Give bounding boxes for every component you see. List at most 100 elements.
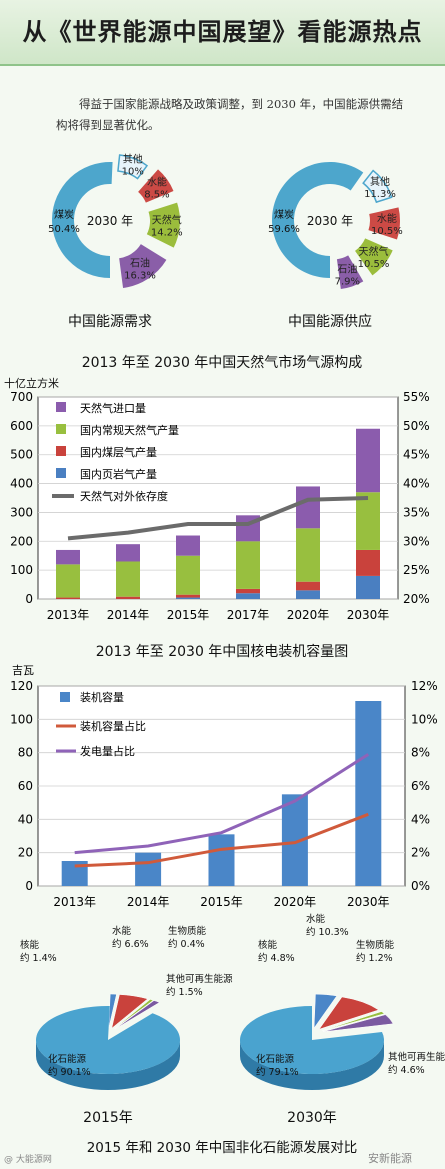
bar-segment bbox=[296, 486, 320, 529]
slice-value: 7.9% bbox=[335, 276, 360, 287]
pie-year-label: 2030年 bbox=[287, 1110, 337, 1126]
pie-slice bbox=[108, 993, 117, 1029]
y-tick-label: 0 bbox=[25, 879, 33, 893]
y-tick-label: 200 bbox=[10, 534, 33, 548]
y2-tick-label: 2% bbox=[411, 846, 430, 860]
donut-title: 中国能源供应 bbox=[288, 313, 372, 330]
chart-title: 2013 年至 2030 年中国天然气市场气源构成 bbox=[82, 354, 363, 371]
slice-label: 生物质能 bbox=[168, 925, 207, 937]
x-tick-label: 2014年 bbox=[107, 608, 150, 622]
y2-tick-label: 50% bbox=[403, 419, 430, 433]
donut-slice bbox=[117, 154, 149, 180]
legend-swatch bbox=[56, 424, 66, 434]
slice-label: 煤炭 bbox=[274, 208, 294, 221]
slice-value: 约 1.4% bbox=[20, 952, 57, 964]
capacity-bar bbox=[208, 834, 235, 886]
donut-slice bbox=[336, 255, 364, 290]
bar-segment bbox=[116, 596, 140, 599]
bar-segment bbox=[236, 588, 260, 594]
slice-value: 约 6.6% bbox=[112, 938, 149, 950]
y2-tick-label: 20% bbox=[403, 592, 430, 606]
y2-tick-label: 35% bbox=[403, 505, 430, 519]
pie-year-label: 2015年 bbox=[83, 1110, 133, 1126]
slice-label: 天然气 bbox=[152, 213, 182, 226]
capacity-bar bbox=[135, 852, 162, 886]
legend-label: 天然气进口量 bbox=[80, 401, 146, 415]
pie-slice bbox=[313, 993, 338, 1029]
donut-slice bbox=[368, 207, 400, 240]
slice-label: 煤炭 bbox=[54, 208, 74, 221]
slice-label: 石油 bbox=[130, 256, 150, 269]
bar-segment bbox=[56, 549, 80, 565]
y-tick-label: 20 bbox=[18, 846, 33, 860]
bar-segment bbox=[176, 555, 200, 595]
slice-label: 天然气 bbox=[359, 245, 389, 258]
x-tick-label: 2020年 bbox=[274, 895, 317, 909]
pie-slice bbox=[322, 1011, 385, 1032]
slice-label: 其他 bbox=[123, 152, 143, 165]
bar-segment bbox=[356, 492, 380, 550]
slice-value: 14.2% bbox=[151, 227, 183, 238]
slice-label: 化石能源 bbox=[256, 1053, 295, 1065]
x-tick-label: 2015年 bbox=[167, 608, 210, 622]
y2-tick-label: 10% bbox=[411, 712, 438, 726]
dependency-line bbox=[67, 496, 369, 541]
bar-segment bbox=[236, 541, 260, 589]
slice-label: 水能 bbox=[306, 913, 326, 925]
y-tick-label: 80 bbox=[18, 746, 33, 760]
slice-label: 水能 bbox=[147, 176, 167, 189]
y2-tick-label: 6% bbox=[411, 779, 430, 793]
legend-label: 国内常规天然气产量 bbox=[80, 423, 179, 437]
bar-segment bbox=[116, 544, 140, 562]
x-tick-label: 2030年 bbox=[347, 608, 390, 622]
y2-tick-label: 40% bbox=[403, 477, 430, 491]
slice-value: 约 1.2% bbox=[356, 952, 393, 964]
y2-tick-label: 0% bbox=[411, 879, 430, 893]
legend-swatch bbox=[56, 446, 66, 456]
slice-label: 核能 bbox=[258, 939, 278, 951]
slice-value: 约 79.1% bbox=[256, 1066, 299, 1078]
bar-segment bbox=[116, 561, 140, 597]
watermark-left: @ 大能源网 bbox=[4, 1153, 52, 1165]
slice-label: 水能 bbox=[112, 925, 132, 937]
slice-label: 石油 bbox=[337, 262, 357, 275]
slice-label: 其他可再生能源 bbox=[166, 973, 233, 985]
legend-label: 装机容量 bbox=[80, 690, 124, 704]
slice-value: 约 10.3% bbox=[306, 926, 349, 938]
donut-slice bbox=[146, 202, 180, 248]
pie-slice-fossil bbox=[239, 1006, 384, 1074]
slice-value: 50.4% bbox=[48, 224, 80, 235]
legend-swatch bbox=[60, 692, 70, 702]
y-tick-label: 100 bbox=[10, 712, 33, 726]
banner: 从《世界能源中国展望》看能源热点 bbox=[0, 0, 445, 66]
y-tick-label: 400 bbox=[10, 477, 33, 491]
y-tick-label: 300 bbox=[10, 505, 33, 519]
y-tick-label: 0 bbox=[25, 592, 33, 606]
y-tick-label: 600 bbox=[10, 419, 33, 433]
watermark-right: 安新能源 bbox=[368, 1151, 412, 1165]
x-tick-label: 2014年 bbox=[127, 895, 170, 909]
bar-segment bbox=[356, 428, 380, 493]
legend-label: 国内煤层气产量 bbox=[80, 445, 157, 459]
y-tick-label: 700 bbox=[10, 390, 33, 404]
bar-segment bbox=[296, 581, 320, 591]
bar-segment bbox=[356, 549, 380, 576]
y-tick-label: 100 bbox=[10, 563, 33, 577]
x-tick-label: 2013年 bbox=[47, 608, 90, 622]
legend-label: 装机容量占比 bbox=[80, 719, 146, 733]
donut-title: 中国能源需求 bbox=[68, 314, 152, 330]
y2-tick-label: 45% bbox=[403, 448, 430, 462]
x-tick-label: 2017年 bbox=[227, 608, 270, 622]
bar-segment bbox=[296, 590, 320, 599]
donut-slice bbox=[138, 169, 174, 203]
share-line bbox=[74, 812, 369, 868]
x-tick-label: 2013年 bbox=[53, 895, 96, 909]
slice-label: 化石能源 bbox=[48, 1053, 87, 1065]
slice-value: 59.6% bbox=[268, 224, 300, 235]
chart-title: 2013 年至 2030 年中国核电装机容量图 bbox=[96, 643, 349, 660]
y2-tick-label: 55% bbox=[403, 390, 430, 404]
pie-slice bbox=[114, 999, 154, 1030]
slice-value: 10.5% bbox=[371, 226, 403, 237]
